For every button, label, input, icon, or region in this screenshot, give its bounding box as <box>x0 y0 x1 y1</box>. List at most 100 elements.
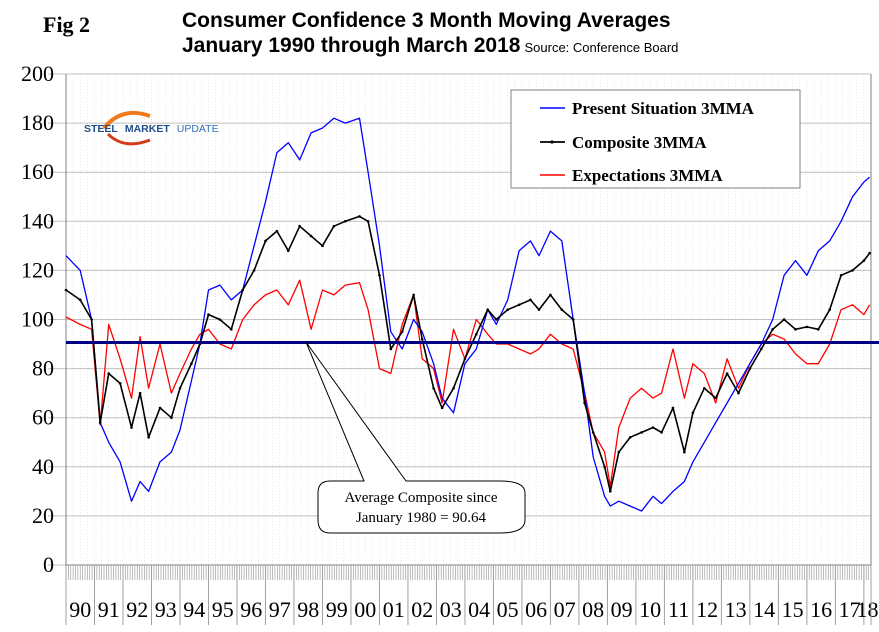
composite-point <box>178 386 182 390</box>
composite-point <box>628 436 632 439</box>
legend: Present Situation 3MMA Composite 3MMA Ex… <box>510 89 801 189</box>
composite-point <box>420 337 424 341</box>
x-tick-label: 09 <box>611 597 633 622</box>
composite-point <box>725 372 729 375</box>
logo-steel: STEEL <box>84 123 118 135</box>
x-tick-label: 17 <box>839 597 861 622</box>
y-tick-label: 60 <box>32 405 54 430</box>
source-note: Source: Conference Board <box>524 40 679 55</box>
composite-point <box>506 308 509 311</box>
x-tick-label: 10 <box>639 597 661 622</box>
composite-point <box>358 215 361 218</box>
composite-point <box>190 362 193 365</box>
composite-point <box>309 234 313 238</box>
composite-point <box>759 347 763 351</box>
composite-point <box>714 396 717 400</box>
composite-point <box>389 347 393 351</box>
y-tick-label: 100 <box>21 307 54 332</box>
x-tick-label: 93 <box>155 597 177 622</box>
composite-point <box>571 318 575 321</box>
composite-point <box>107 372 111 375</box>
legend-label-present: Present Situation 3MMA <box>572 99 755 118</box>
composite-point <box>321 244 324 248</box>
x-tick-label: 02 <box>411 597 433 622</box>
composite-point <box>671 406 675 410</box>
composite-point <box>241 288 244 292</box>
x-tick-label: 91 <box>98 597 120 622</box>
composite-point <box>78 298 82 302</box>
x-tick-label: 99 <box>326 597 348 622</box>
composite-point <box>560 308 564 311</box>
y-tick-label: 200 <box>21 61 54 86</box>
composite-point <box>583 401 586 405</box>
composite-point <box>839 274 843 277</box>
x-tick-label: 96 <box>240 597 262 622</box>
composite-point <box>158 406 162 410</box>
composite-point <box>782 318 786 321</box>
composite-point <box>207 313 210 316</box>
x-tick-label: 18 <box>856 597 878 622</box>
composite-point <box>851 269 854 272</box>
composite-point <box>412 293 415 297</box>
x-tick-label: 90 <box>69 597 91 622</box>
composite-point <box>332 224 336 228</box>
composite-point <box>432 386 435 390</box>
composite-point <box>591 431 595 434</box>
chart-title-line2: January 1990 through March 2018 Source: C… <box>182 34 678 58</box>
composite-point <box>286 249 290 253</box>
x-tick-label: 07 <box>554 597 576 622</box>
composite-point <box>90 318 93 321</box>
chart-title-line2-text: January 1990 through March 2018 <box>182 34 521 57</box>
composite-point <box>98 421 102 424</box>
x-tick-label: 05 <box>497 597 519 622</box>
legend-box <box>510 89 801 189</box>
x-tick-label: 00 <box>354 597 376 622</box>
composite-point <box>475 332 478 336</box>
x-tick-label: 01 <box>383 597 405 622</box>
composite-point <box>343 220 347 223</box>
x-tick-label: 06 <box>525 597 547 622</box>
composite-point <box>660 431 663 434</box>
composite-point <box>452 386 455 390</box>
chart-title-line1: Consumer Confidence 3 Month Moving Avera… <box>182 9 671 32</box>
legend-marker-composite <box>550 140 554 144</box>
composite-point <box>264 239 267 243</box>
composite-point <box>603 465 606 469</box>
figure-label: Fig 2 <box>43 12 91 37</box>
composite-point <box>651 426 655 429</box>
y-tick-label: 120 <box>21 257 54 282</box>
legend-label-expectations: Expectations 3MMA <box>572 166 723 185</box>
x-tick-label: 12 <box>696 597 718 622</box>
callout-line1: Average Composite since <box>344 490 497 506</box>
logo-update: UPDATE <box>177 123 219 135</box>
present-situation-line <box>65 117 871 512</box>
x-tick-label: 92 <box>126 597 148 622</box>
composite-point <box>703 386 706 390</box>
composite-point <box>517 303 521 307</box>
composite-point <box>218 318 222 321</box>
composite-point <box>378 274 381 277</box>
x-tick-label: 98 <box>297 597 319 622</box>
x-tick-label: 15 <box>782 597 804 622</box>
composite-point <box>440 406 444 410</box>
composite-point <box>494 318 498 321</box>
composite-point <box>400 330 404 334</box>
callout-line2: January 1980 = 90.64 <box>356 510 487 526</box>
logo-swoosh-top-icon <box>102 111 151 130</box>
composite-point <box>252 269 256 272</box>
composite-point <box>862 259 866 262</box>
x-tick-label: 97 <box>269 597 291 622</box>
composite-point <box>608 490 612 493</box>
composite-point <box>748 367 752 370</box>
x-tick-label: 16 <box>810 597 832 622</box>
composite-point <box>170 416 173 420</box>
x-tick-label: 03 <box>440 597 462 622</box>
composite-point <box>64 288 68 292</box>
composite-point <box>828 308 831 311</box>
composite-point <box>868 251 871 255</box>
composite-point <box>138 391 142 395</box>
y-tick-label: 140 <box>21 208 54 233</box>
composite-point <box>537 308 541 311</box>
composite-point <box>130 426 133 429</box>
